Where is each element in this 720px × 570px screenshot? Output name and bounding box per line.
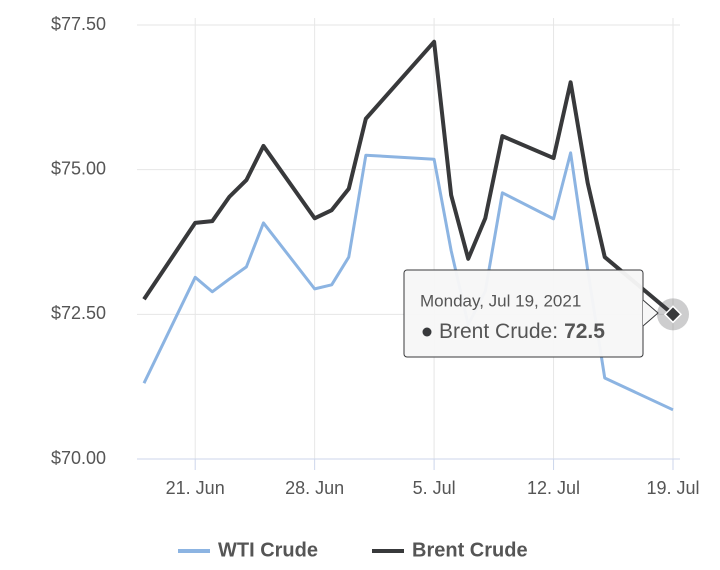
tooltip-title: Monday, Jul 19, 2021 xyxy=(420,291,581,310)
legend-label[interactable]: WTI Crude xyxy=(218,539,318,561)
y-tick-label: $72.50 xyxy=(51,303,106,323)
x-tick-label: 12. Jul xyxy=(527,478,580,498)
x-tick-label: 5. Jul xyxy=(413,478,456,498)
tooltip-text: Brent Crude: 72.5 xyxy=(439,320,605,343)
y-tick-label: $77.50 xyxy=(51,14,106,34)
tooltip: Monday, Jul 19, 2021 Brent Crude: 72.5 xyxy=(403,269,659,358)
x-tick-label: 21. Jun xyxy=(166,478,225,498)
series-line xyxy=(142,151,674,412)
legend-label[interactable]: Brent Crude xyxy=(412,539,528,561)
tooltip-bullet xyxy=(422,327,432,337)
y-tick-label: $75.00 xyxy=(51,158,106,178)
tooltip-value: 72.5 xyxy=(564,320,605,343)
tooltip-box xyxy=(403,269,644,358)
series-line xyxy=(142,39,675,316)
hover-marker xyxy=(663,305,683,324)
x-tick-label: 19. Jul xyxy=(646,478,699,498)
tooltip-label: Brent Crude: xyxy=(439,320,558,343)
x-tick-label: 28. Jun xyxy=(285,478,344,498)
tooltip-pointer xyxy=(642,299,659,327)
y-tick-label: $70.00 xyxy=(51,448,106,468)
